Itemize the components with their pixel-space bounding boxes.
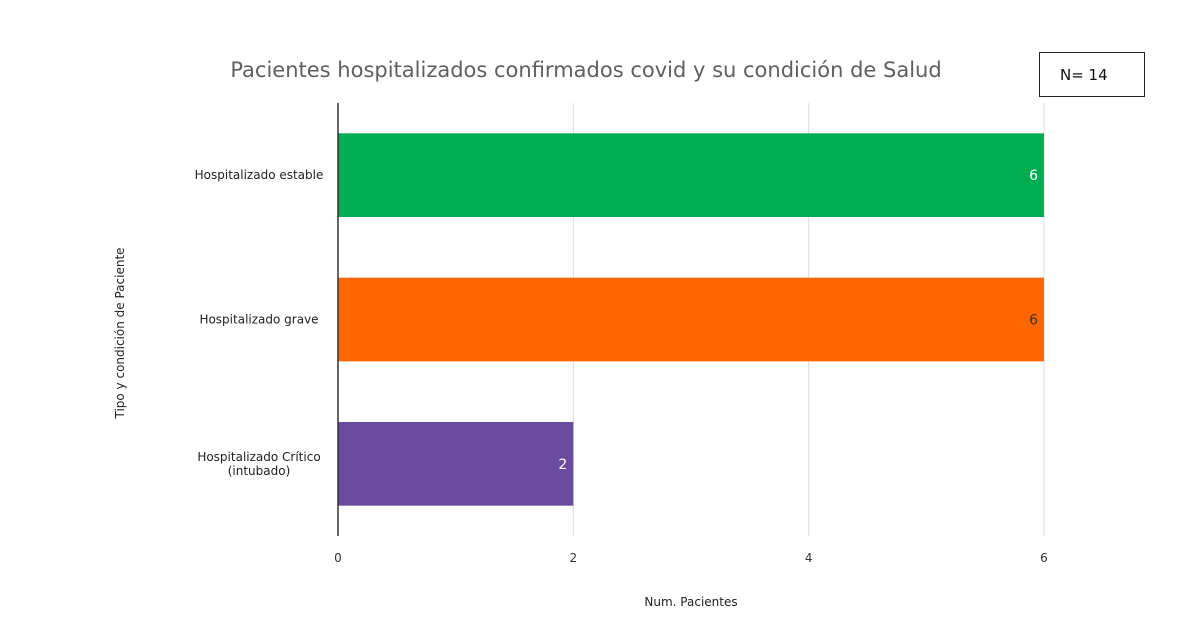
x-tick-label: 4: [805, 551, 813, 565]
category-label-line: Hospitalizado estable: [195, 168, 324, 182]
bar: [338, 421, 574, 506]
bar: [338, 133, 1044, 218]
x-tick-labels: 0 2 4 6: [334, 551, 1048, 565]
bars: [338, 133, 1044, 506]
data-label: 6: [1029, 313, 1038, 329]
x-tick-label: 0: [334, 551, 342, 565]
category-label-line: Hospitalizado grave: [199, 313, 318, 327]
category-label-line: (intubado): [228, 464, 291, 478]
category-label: Hospitalizado Crítico (intubado): [197, 450, 320, 478]
x-axis-title: Num. Pacientes: [644, 595, 737, 609]
category-label: Hospitalizado estable: [195, 168, 324, 182]
chart-title: Pacientes hospitalizados confirmados cov…: [230, 58, 941, 82]
sample-size-text: N= 14: [1060, 65, 1108, 84]
bar: [338, 277, 1044, 362]
data-labels: 6 6 2: [558, 168, 1038, 473]
x-tick-label: 2: [570, 551, 578, 565]
data-label: 2: [558, 457, 567, 473]
category-label: Hospitalizado grave: [199, 313, 318, 327]
category-label-line: Hospitalizado Crítico: [197, 450, 320, 464]
data-label: 6: [1029, 168, 1038, 184]
y-axis-title: Tipo y condición de Paciente: [113, 247, 127, 419]
category-labels: Hospitalizado estable Hospitalizado grave…: [195, 168, 324, 478]
x-tick-label: 6: [1040, 551, 1048, 565]
sample-size-box: N= 14: [1039, 52, 1145, 97]
